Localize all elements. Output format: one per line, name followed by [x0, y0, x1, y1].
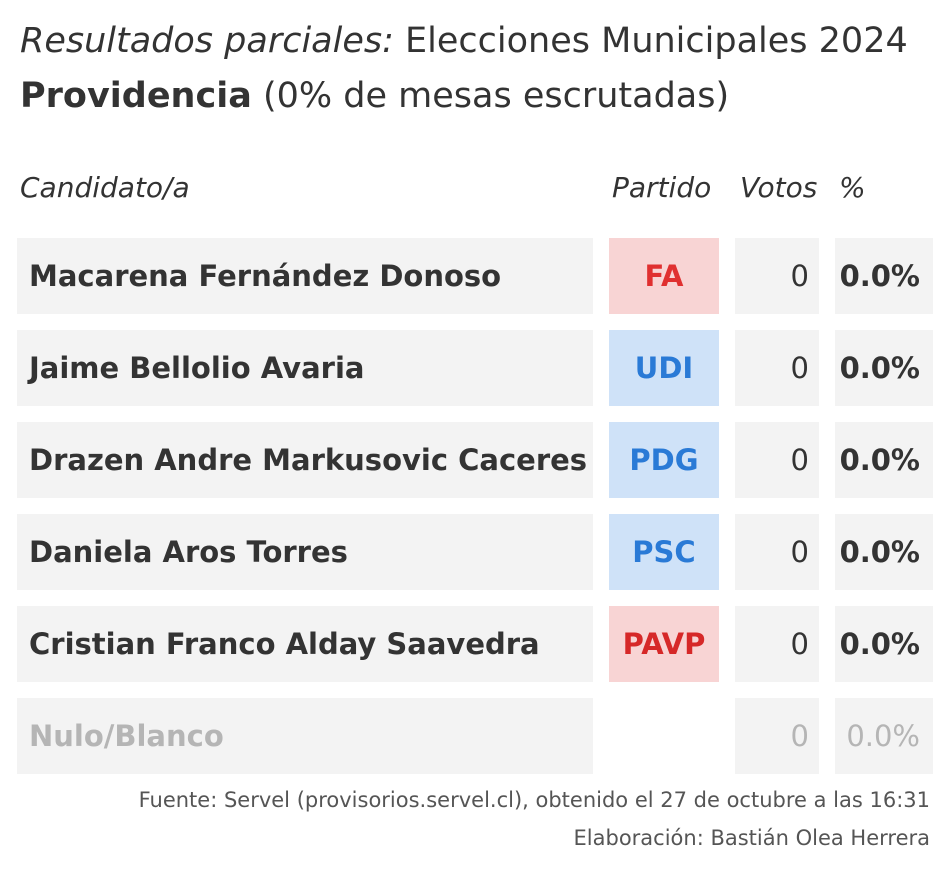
party-badge: PSC [609, 514, 719, 590]
table-row: Nulo/Blanco 0 0.0% [0, 698, 950, 774]
pct-value: 0.0% [835, 606, 933, 682]
table-row: Jaime Bellolio Avaria UDI 0 0.0% [0, 330, 950, 406]
pct-value: 0.0% [835, 238, 933, 314]
votes-value: 0 [735, 606, 819, 682]
pct-value: 0.0% [835, 698, 933, 774]
candidate-name: Jaime Bellolio Avaria [17, 330, 593, 406]
party-badge: UDI [609, 330, 719, 406]
party-badge: FA [609, 238, 719, 314]
chart-title: Resultados parciales: Elecciones Municip… [20, 16, 908, 66]
title-italic: Resultados parciales: [20, 21, 394, 61]
pct-value: 0.0% [835, 514, 933, 590]
comuna-name: Providencia [20, 76, 252, 116]
votes-value: 0 [735, 514, 819, 590]
votes-value: 0 [735, 238, 819, 314]
footer-credit: Elaboración: Bastián Olea Herrera [573, 826, 930, 850]
header-votes: Votos [740, 171, 818, 204]
candidate-name: Macarena Fernández Donoso [17, 238, 593, 314]
party-badge [609, 698, 719, 774]
title-rest: Elecciones Municipales 2024 [393, 21, 908, 61]
votes-value: 0 [735, 698, 819, 774]
pct-value: 0.0% [835, 330, 933, 406]
header-party: Partido [612, 171, 712, 204]
progress-text: (0% de mesas escrutadas) [251, 76, 730, 116]
candidate-name: Daniela Aros Torres [17, 514, 593, 590]
party-badge: PAVP [609, 606, 719, 682]
table-row: Drazen Andre Markusovic Caceres PDG 0 0.0% [0, 422, 950, 498]
chart-subtitle: Providencia (0% de mesas escrutadas) [20, 71, 729, 121]
footer-source: Fuente: Servel (provisorios.servel.cl), … [138, 788, 930, 812]
header-candidate: Candidato/a [20, 171, 190, 204]
header-pct: % [839, 171, 866, 204]
party-badge: PDG [609, 422, 719, 498]
table-row: Daniela Aros Torres PSC 0 0.0% [0, 514, 950, 590]
table-row: Cristian Franco Alday Saavedra PAVP 0 0.0% [0, 606, 950, 682]
candidate-name: Nulo/Blanco [17, 698, 593, 774]
candidate-name: Cristian Franco Alday Saavedra [17, 606, 593, 682]
votes-value: 0 [735, 422, 819, 498]
pct-value: 0.0% [835, 422, 933, 498]
candidate-name: Drazen Andre Markusovic Caceres [17, 422, 593, 498]
votes-value: 0 [735, 330, 819, 406]
table-row: Macarena Fernández Donoso FA 0 0.0% [0, 238, 950, 314]
